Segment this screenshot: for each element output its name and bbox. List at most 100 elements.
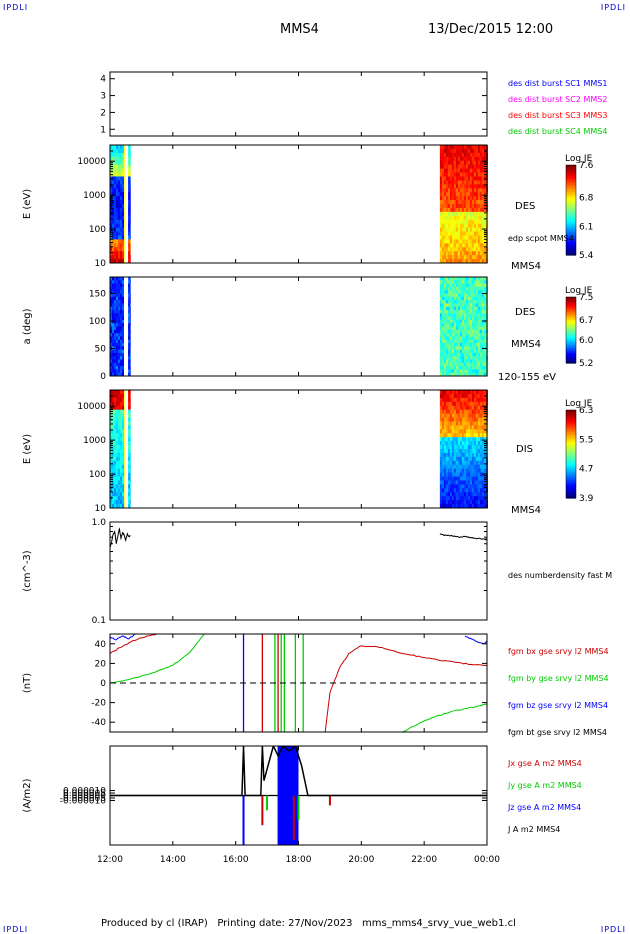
des_pitch-heatmap-cell	[451, 283, 454, 288]
des_energy-heatmap-cell	[110, 168, 113, 173]
des_pitch-heatmap-cell	[477, 356, 480, 360]
des_pitch-heatmap-cell	[120, 296, 123, 301]
des_pitch-heatmap-cell	[120, 362, 123, 367]
dis_energy-heatmap-cell	[459, 476, 462, 481]
dis_energy-heatmap-cell	[455, 496, 458, 501]
dis_energy-heatmap-cell	[451, 441, 454, 446]
des_pitch-heatmap-cell	[443, 310, 446, 314]
des_energy-heatmap-cell	[461, 239, 464, 244]
des_energy-heatmap-cell	[439, 156, 442, 162]
dis_energy-heatmap-cell	[471, 425, 474, 430]
des_pitch-heatmap-cell	[477, 339, 480, 344]
des_pitch-heatmap-cell	[449, 316, 452, 321]
des_pitch-heatmap-cell	[463, 286, 466, 291]
des_energy-heatmap-cell	[128, 152, 131, 158]
des_energy-heatmap-cell	[481, 247, 484, 252]
des_energy-heatmap-cell	[477, 239, 480, 244]
dis_energy-heatmap-cell	[116, 464, 119, 470]
des_pitch-heatmap-cell	[447, 336, 450, 341]
dis_energy-heatmap-cell	[461, 449, 464, 454]
des_pitch-heatmap-cell	[449, 369, 452, 374]
dis_energy-heatmap-cell	[471, 429, 474, 434]
des_energy-heatmap-cell	[481, 259, 484, 264]
dis_energy-heatmap-cell	[461, 492, 464, 497]
dis_energy-heatmap-cell	[481, 401, 484, 407]
dis_energy-heatmap-cell	[110, 464, 113, 470]
dis_energy-heatmap-cell	[441, 472, 444, 477]
des_pitch-heatmap-cell	[110, 293, 113, 298]
des_pitch-heatmap-cell	[477, 346, 480, 350]
current-legend-item: Jz gse A m2 MMS4	[507, 803, 581, 812]
des_pitch-heatmap-cell	[471, 277, 474, 281]
dis_energy-heatmap-cell	[114, 441, 117, 446]
dis_energy-heatmap-cell	[112, 476, 115, 481]
dis_energy-heatmap-cell	[122, 468, 125, 473]
des_pitch-heatmap-cell	[128, 296, 131, 301]
des_pitch-heatmap-cell	[459, 316, 462, 321]
des_pitch-heatmap-cell	[124, 339, 127, 344]
des_energy-heatmap-cell	[116, 239, 119, 244]
des_energy-heatmap-cell	[118, 160, 121, 166]
des_pitch-heatmap-cell	[473, 310, 476, 314]
des_energy-heatmap-cell	[467, 227, 470, 232]
dis_energy-heatmap-cell	[461, 452, 464, 458]
des_pitch-colorbar-cell	[566, 353, 576, 356]
des_pitch-colorbar-cell	[566, 344, 576, 348]
dis_energy-heatmap-cell	[128, 449, 131, 454]
dis_energy-heatmap-cell	[465, 476, 468, 481]
des_pitch-heatmap-cell	[447, 310, 450, 314]
dis_energy-heatmap-cell	[459, 397, 462, 403]
dis_energy-heatmap-cell	[457, 437, 460, 442]
dis_energy-heatmap-cell	[118, 429, 121, 434]
dis_energy-heatmap-cell	[445, 445, 448, 450]
des_pitch-heatmap-cell	[118, 369, 121, 374]
dis_energy-heatmap-cell	[457, 421, 460, 426]
des_energy-heatmap-cell	[128, 239, 131, 244]
dis_energy-heatmap-cell	[128, 409, 131, 414]
dis_energy-heatmap-cell	[473, 496, 476, 501]
des_pitch-heatmap-cell	[479, 352, 482, 357]
current-ylabel: (A/m2)	[22, 778, 33, 812]
des_pitch-heatmap-cell	[447, 293, 450, 298]
des_pitch-colorbar-cell	[566, 341, 576, 344]
des_energy-heatmap-cell	[473, 168, 476, 173]
des_energy-heatmap-cell	[122, 168, 125, 173]
dis_energy-heatmap-cell	[441, 405, 444, 411]
des_energy-heatmap-cell	[465, 255, 468, 260]
des_energy-heatmap-cell	[481, 168, 484, 173]
des_pitch-heatmap-cell	[122, 286, 125, 291]
des_energy-colorbar-cell	[566, 203, 576, 207]
des_energy-heatmap-cell	[122, 164, 125, 169]
des_energy-heatmap-cell	[128, 192, 131, 197]
des_pitch-heatmap-cell	[473, 283, 476, 288]
des_pitch-heatmap-cell	[118, 283, 121, 288]
des_energy-heatmap-cell	[445, 207, 448, 213]
dis_energy-heatmap-cell	[483, 429, 486, 434]
des_pitch-heatmap-cell	[445, 366, 448, 370]
dis_energy-colorbar-cell	[566, 495, 576, 499]
dis_energy-heatmap-cell	[471, 449, 474, 454]
des_energy-heatmap-cell	[443, 164, 446, 169]
des_energy-heatmap-cell	[116, 251, 119, 256]
des_energy-heatmap-cell	[467, 215, 470, 221]
des_pitch-heatmap-cell	[443, 306, 446, 311]
dis_energy-heatmap-cell	[463, 433, 466, 438]
dis_energy-heatmap-cell	[457, 504, 460, 509]
dis_energy-heatmap-cell	[479, 472, 482, 477]
des_energy-heatmap-cell	[469, 152, 472, 158]
des_energy-heatmap-cell	[459, 247, 462, 252]
des_pitch-heatmap-cell	[120, 372, 123, 377]
dis_energy-heatmap-cell	[465, 433, 468, 438]
des_pitch-heatmap-cell	[114, 343, 117, 347]
des_pitch-heatmap-cell	[453, 343, 456, 347]
dis_energy-heatmap-cell	[463, 417, 466, 422]
dis_energy-heatmap-cell	[112, 441, 115, 446]
dis_energy-heatmap-cell	[122, 460, 125, 466]
des_energy-heatmap-cell	[469, 176, 472, 181]
des_pitch-heatmap-cell	[471, 283, 474, 288]
des_energy-heatmap-cell	[439, 180, 442, 185]
dis_energy-heatmap-cell	[451, 452, 454, 458]
des_pitch-heatmap-cell	[467, 303, 470, 308]
des_energy-heatmap-cell	[481, 145, 484, 150]
des_energy-heatmap-cell	[453, 156, 456, 162]
